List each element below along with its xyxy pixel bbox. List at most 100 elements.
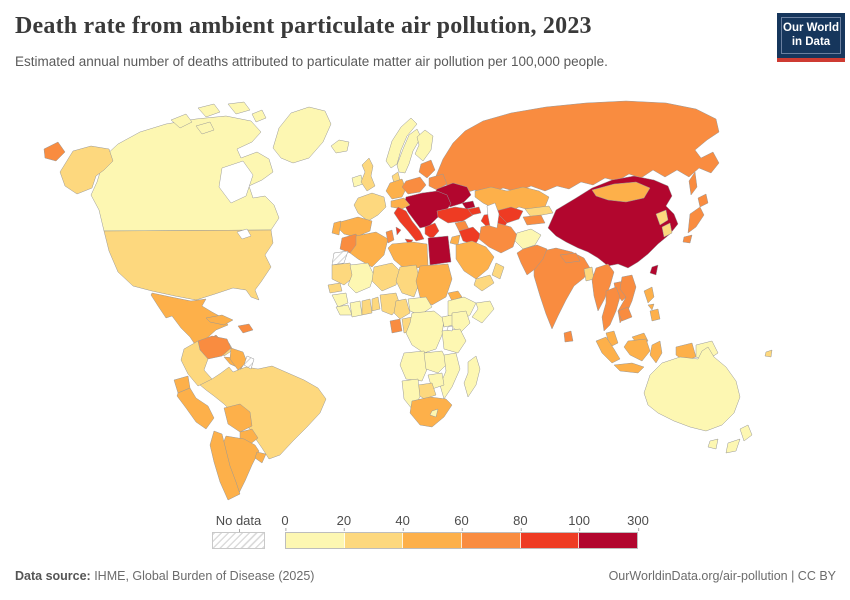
country-hispaniola[interactable] [237, 323, 254, 334]
country-somalia[interactable] [471, 300, 495, 324]
country-baltic-states[interactable] [418, 159, 436, 179]
country-mozambique[interactable] [439, 352, 461, 400]
country-central-african-republic[interactable] [407, 296, 433, 316]
country-western-sahara[interactable] [331, 250, 349, 266]
country-benin-togo[interactable] [371, 296, 381, 312]
footer-link[interactable]: OurWorldinData.org/air-pollution | CC BY [608, 569, 836, 583]
country-indonesia-kalimantan[interactable] [623, 338, 651, 362]
country-philippines-luzon[interactable] [643, 286, 655, 304]
country-new-zealand-south[interactable] [725, 438, 741, 454]
country-australia-tasmania[interactable] [707, 438, 719, 450]
country-indonesia-sulawesi[interactable] [649, 340, 663, 364]
country-canada-arctic[interactable] [227, 101, 251, 115]
country-madagascar[interactable] [463, 355, 481, 398]
country-dr-congo[interactable] [405, 310, 445, 354]
country-cambodia[interactable] [617, 306, 633, 322]
country-oman[interactable] [491, 262, 505, 280]
country-pakistan[interactable] [516, 244, 548, 276]
owid-logo[interactable]: Our World in Data [777, 13, 845, 62]
country-greece[interactable] [424, 222, 440, 240]
country-turkey[interactable] [436, 206, 474, 224]
country-japan-honshu[interactable] [687, 206, 705, 234]
country-bolivia[interactable] [223, 403, 253, 433]
country-new-zealand-north[interactable] [739, 424, 753, 442]
country-gabon[interactable] [389, 318, 403, 334]
country-sierra-leone-liberia[interactable] [335, 304, 353, 316]
legend-bin-0-20[interactable] [286, 533, 345, 548]
country-georgia[interactable] [461, 200, 476, 210]
country-austria-switzerland[interactable] [390, 197, 411, 210]
legend-bin-40-60[interactable] [403, 533, 463, 548]
legend-bin-100-300[interactable] [579, 533, 638, 548]
country-philippines-mindanao[interactable] [649, 308, 661, 322]
country-portugal[interactable] [331, 220, 342, 236]
country-zambia[interactable] [423, 350, 449, 374]
country-tunisia[interactable] [385, 229, 395, 244]
country-saudi-arabia[interactable] [455, 240, 495, 280]
country-tanzania[interactable] [441, 328, 467, 354]
country-philippines-visayas[interactable] [647, 303, 655, 311]
country-niger[interactable] [371, 262, 401, 292]
legend-bin-20-40[interactable] [344, 533, 404, 548]
country-guyana-suriname[interactable] [229, 347, 248, 371]
country-south-korea[interactable] [661, 222, 673, 238]
country-canada-arctic[interactable] [170, 113, 193, 129]
country-south-africa[interactable] [409, 396, 453, 428]
country-sudan[interactable] [415, 263, 453, 306]
country-nepal[interactable] [559, 252, 581, 264]
country-algeria[interactable] [349, 231, 389, 268]
legend-bin-60-80[interactable] [462, 533, 521, 548]
country-united-kingdom[interactable] [360, 157, 376, 192]
country-finland[interactable] [414, 129, 434, 162]
country-mauritania[interactable] [331, 262, 355, 286]
country-russia-sakhalin[interactable] [688, 171, 698, 196]
country-thailand[interactable] [601, 286, 621, 332]
country-french-guiana[interactable] [243, 355, 255, 370]
country-egypt[interactable] [427, 235, 452, 266]
country-taiwan[interactable] [649, 264, 659, 276]
country-peru[interactable] [176, 387, 215, 430]
country-cuba[interactable] [205, 314, 234, 326]
country-ivory-coast[interactable] [349, 300, 363, 318]
country-balkans-cluster[interactable] [403, 190, 452, 229]
country-indonesia-java[interactable] [613, 362, 645, 374]
country-germany[interactable] [385, 178, 407, 200]
country-canada-arctic[interactable] [195, 121, 215, 135]
country-guinea[interactable] [331, 292, 349, 308]
legend-no-data-swatch[interactable] [212, 532, 265, 549]
country-eritrea[interactable] [447, 290, 463, 302]
country-angola[interactable] [399, 350, 429, 382]
legend-bin-80-100[interactable] [520, 533, 580, 548]
country-kenya[interactable] [451, 310, 471, 334]
country-senegal[interactable] [327, 282, 343, 294]
country-iran[interactable] [478, 222, 518, 254]
country-greenland[interactable] [272, 106, 332, 164]
country-norway[interactable] [385, 117, 418, 169]
country-azerbaijan-armenia[interactable] [467, 206, 482, 216]
country-afghanistan[interactable] [514, 228, 542, 250]
country-mongolia[interactable] [591, 181, 651, 203]
country-tajikistan[interactable] [522, 214, 546, 226]
country-mali[interactable] [347, 262, 375, 294]
country-chad[interactable] [395, 264, 421, 298]
country-japan-kyushu[interactable] [682, 234, 693, 244]
country-usa[interactable] [103, 229, 274, 301]
country-russia[interactable] [435, 100, 720, 195]
country-italy[interactable] [393, 206, 425, 242]
country-sri-lanka[interactable] [563, 330, 574, 343]
country-fiji[interactable] [764, 349, 773, 358]
country-russia-chukotka[interactable] [43, 141, 66, 162]
country-jordan-israel[interactable] [449, 234, 461, 246]
country-canada-arctic[interactable] [197, 103, 221, 118]
country-australia[interactable] [643, 346, 741, 432]
country-ghana[interactable] [361, 298, 373, 316]
country-iraq[interactable] [458, 226, 482, 246]
country-sweden[interactable] [396, 128, 422, 174]
country-poland[interactable] [401, 176, 427, 195]
country-north-korea[interactable] [655, 209, 669, 226]
country-yemen[interactable] [473, 274, 495, 292]
country-france[interactable] [353, 192, 387, 222]
country-lesotho[interactable] [429, 408, 439, 418]
country-canada-arctic[interactable] [251, 109, 267, 123]
country-cameroon[interactable] [393, 298, 411, 320]
